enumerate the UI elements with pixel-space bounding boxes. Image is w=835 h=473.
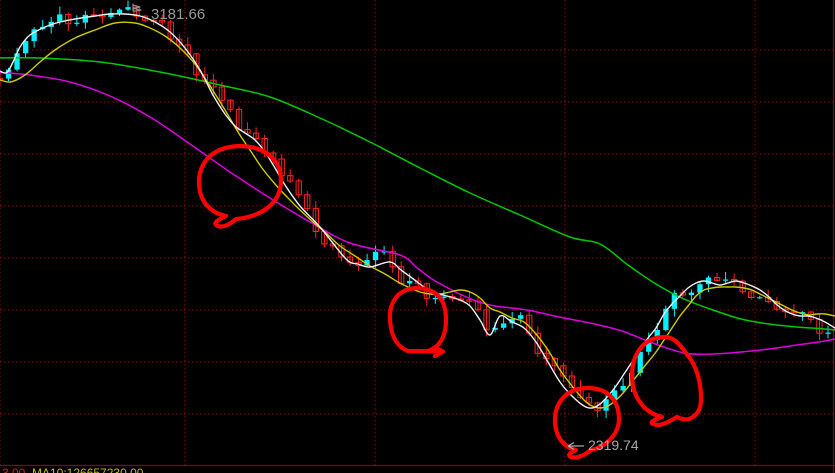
svg-text:2319.74: 2319.74: [588, 437, 639, 453]
svg-text:3181.66: 3181.66: [151, 6, 205, 23]
svg-text:3.00: 3.00: [2, 466, 26, 473]
svg-text:MA10:126657230.00: MA10:126657230.00: [32, 466, 144, 473]
